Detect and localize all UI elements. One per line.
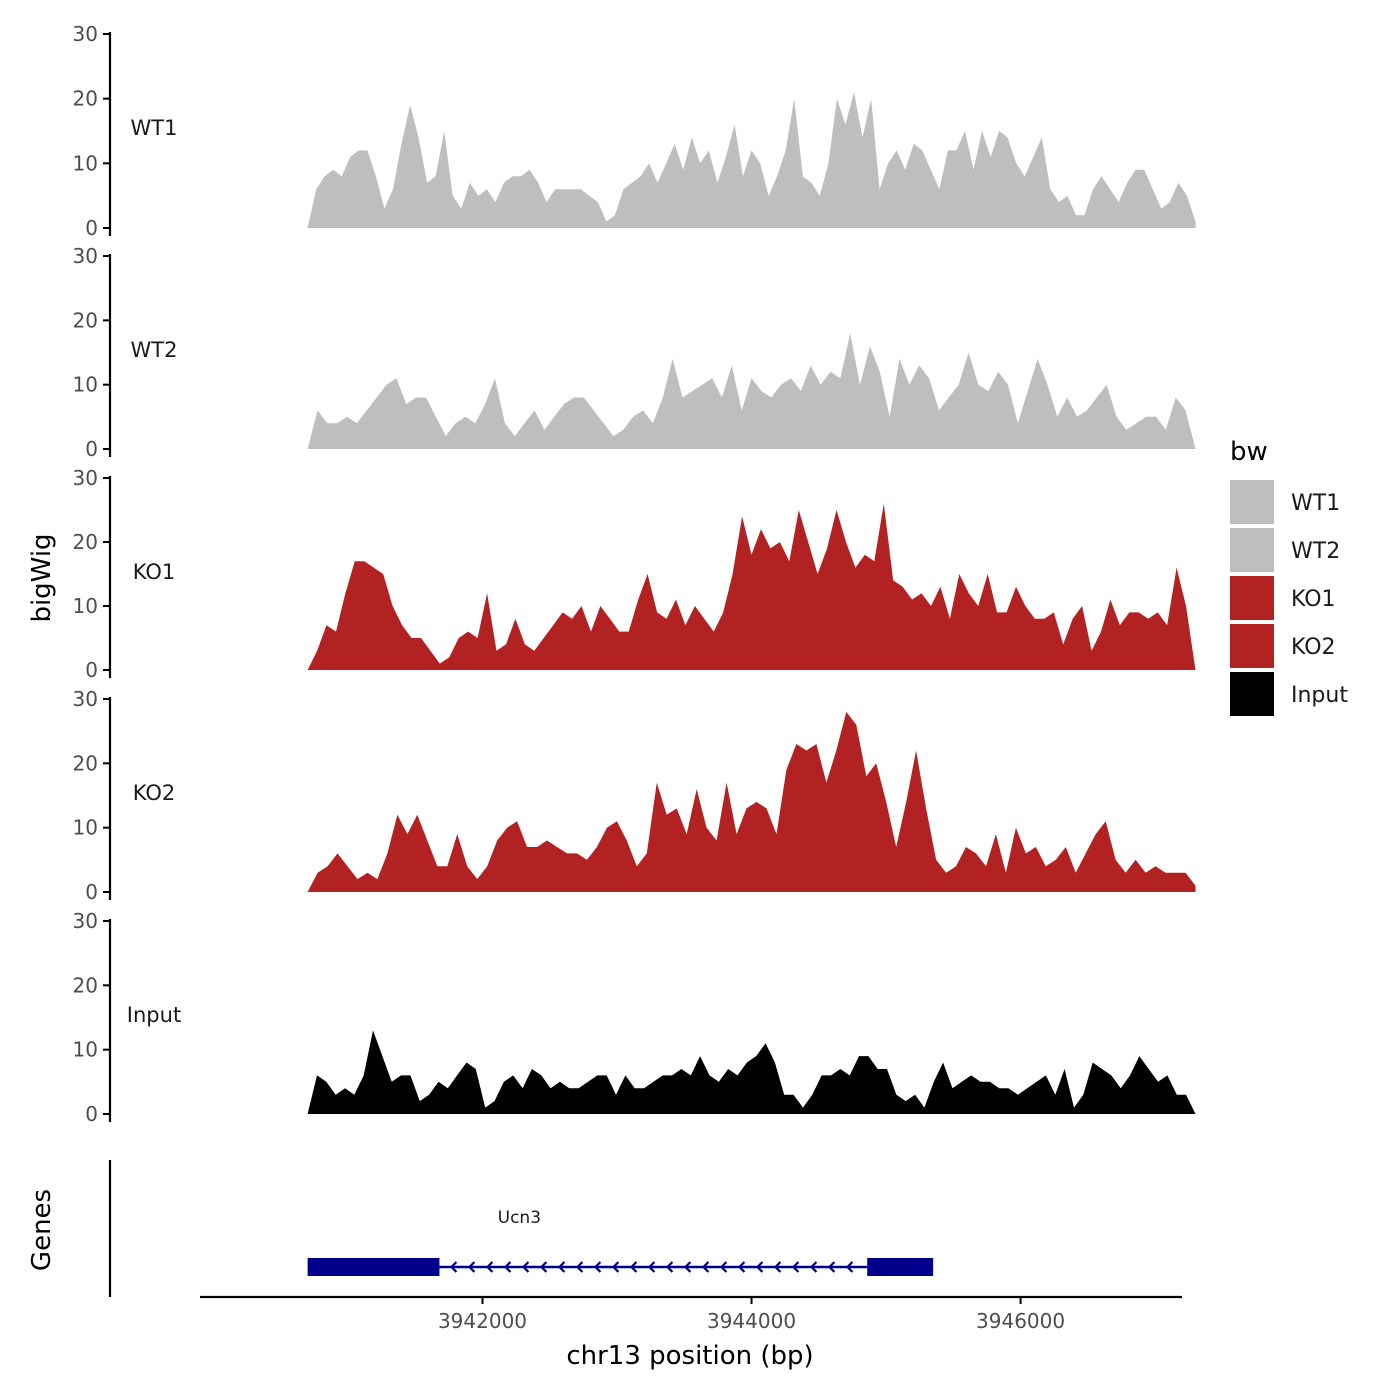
y-tick-label: 0 — [85, 216, 98, 240]
y-tick-label: 10 — [73, 1038, 98, 1062]
legend-items: WT1 WT2 KO1 KO2 Input — [1230, 480, 1348, 716]
track-label-ko2: KO2 — [133, 781, 176, 805]
y-tick-label: 30 — [73, 244, 98, 268]
strand-arrow — [755, 1261, 764, 1273]
y-tick-label: 0 — [85, 880, 98, 904]
strand-arrow — [611, 1261, 620, 1273]
track-ko1: 0 10 20 30 KO1 — [73, 466, 1196, 682]
strand-arrow — [791, 1261, 800, 1273]
x-tick-label: 3944000 — [707, 1309, 796, 1333]
legend-swatch-ko1 — [1230, 576, 1274, 620]
coverage-area-wt1 — [307, 92, 1196, 228]
strand-arrow — [647, 1261, 656, 1273]
track-label-input: Input — [127, 1003, 181, 1027]
y-tick-label: 10 — [73, 816, 98, 840]
y-tick-label: 30 — [73, 22, 98, 46]
y-axis-title: bigWig — [27, 533, 57, 622]
strand-arrow — [485, 1261, 494, 1273]
y-tick-label: 0 — [85, 1102, 98, 1126]
x-tick-label: 3942000 — [438, 1309, 527, 1333]
y-tick-label: 0 — [85, 437, 98, 461]
track-wt1: 0 10 20 30 WT1 — [73, 22, 1196, 240]
strand-arrow — [701, 1261, 710, 1273]
coverage-area-input — [307, 1030, 1196, 1114]
strand-arrow — [575, 1261, 584, 1273]
gene-exon — [867, 1258, 934, 1276]
track-label-wt1: WT1 — [131, 116, 178, 140]
y-tick-label: 20 — [73, 530, 98, 554]
strand-arrow — [503, 1261, 512, 1273]
legend-swatch-input — [1230, 672, 1274, 716]
strand-arrow — [827, 1261, 836, 1273]
coverage-area-wt2 — [307, 333, 1196, 449]
strand-arrow — [557, 1261, 566, 1273]
strand-arrow — [773, 1261, 782, 1273]
strand-arrow — [665, 1261, 674, 1273]
strand-arrow — [467, 1261, 476, 1273]
strand-arrow — [845, 1261, 854, 1273]
strand-arrow — [593, 1261, 602, 1273]
y-tick-label: 0 — [85, 658, 98, 682]
strand-arrow — [629, 1261, 638, 1273]
x-axis: 3942000 3944000 3946000 — [200, 1295, 1182, 1333]
y-tick-label: 30 — [73, 466, 98, 490]
gene-exon — [307, 1258, 440, 1276]
coverage-area-ko2 — [307, 711, 1196, 892]
gene-ucn3: Ucn3 — [307, 1208, 934, 1276]
legend-swatch-wt1 — [1230, 480, 1274, 524]
legend-swatch-wt2 — [1230, 528, 1274, 572]
y-tick-label: 30 — [73, 909, 98, 933]
legend-label-input: Input — [1291, 683, 1348, 708]
x-tick-label: 3946000 — [976, 1309, 1065, 1333]
strand-arrow — [809, 1261, 818, 1273]
y-tick-label: 10 — [73, 151, 98, 175]
legend-label-wt1: WT1 — [1291, 491, 1340, 516]
strand-arrow — [683, 1261, 692, 1273]
y-tick-label: 20 — [73, 87, 98, 111]
track-label-ko1: KO1 — [133, 560, 176, 584]
genes-axis-title: Genes — [27, 1189, 57, 1271]
y-tick-label: 10 — [73, 594, 98, 618]
tracks: 0 10 20 30 WT1 0 10 20 30 WT2 0 10 20 30 KO1 0 10 20 30 KO2… — [73, 22, 1196, 1126]
legend-label-wt2: WT2 — [1291, 539, 1340, 564]
strand-arrow — [539, 1261, 548, 1273]
strand-arrow — [737, 1261, 746, 1273]
y-tick-label: 20 — [73, 973, 98, 997]
track-wt2: 0 10 20 30 WT2 — [73, 244, 1196, 461]
legend: bw WT1 WT2 KO1 KO2 Input — [1230, 437, 1348, 716]
legend-label-ko1: KO1 — [1291, 587, 1336, 612]
strand-arrow — [449, 1261, 458, 1273]
y-tick-label: 20 — [73, 308, 98, 332]
gene-label: Ucn3 — [498, 1208, 541, 1228]
legend-title: bw — [1230, 437, 1268, 467]
y-tick-label: 10 — [73, 373, 98, 397]
coverage-area-ko1 — [307, 503, 1196, 670]
x-axis-title: chr13 position (bp) — [566, 1341, 813, 1371]
legend-swatch-ko2 — [1230, 624, 1274, 668]
track-ko2: 0 10 20 30 KO2 — [73, 687, 1196, 904]
strand-arrow — [521, 1261, 530, 1273]
y-tick-label: 20 — [73, 751, 98, 775]
legend-label-ko2: KO2 — [1291, 635, 1336, 660]
track-label-wt2: WT2 — [131, 338, 178, 362]
y-tick-label: 30 — [73, 687, 98, 711]
track-input: 0 10 20 30 Input — [73, 909, 1196, 1126]
strand-arrow — [719, 1261, 728, 1273]
genes-panel: Ucn3 — [108, 1160, 934, 1297]
